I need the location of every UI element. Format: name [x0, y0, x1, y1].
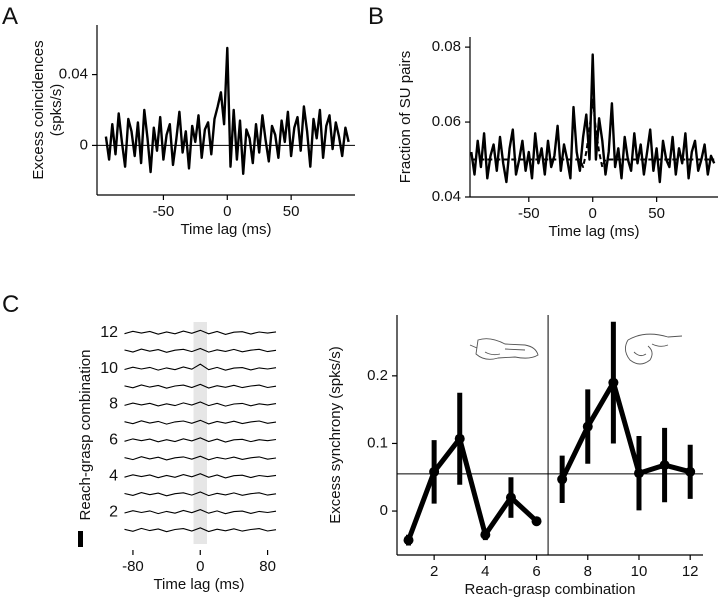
- predictor-line: [471, 98, 715, 168]
- y-axis-label: (spks/s): [48, 84, 65, 137]
- trace: [124, 363, 277, 371]
- x-tick-label: 0: [589, 205, 597, 222]
- x-tick-label: 4: [481, 563, 489, 580]
- trace: [124, 437, 277, 443]
- data-point: [633, 468, 644, 479]
- panel-label: C: [2, 291, 19, 318]
- data-line: [406, 436, 539, 541]
- hand-icon: [469, 338, 539, 360]
- shaded-window: [193, 322, 207, 544]
- trace: [124, 527, 277, 533]
- data-point: [429, 466, 440, 477]
- x-tick-label: 0: [196, 558, 204, 575]
- data-point: [531, 516, 542, 527]
- x-tick-label: 10: [631, 563, 648, 580]
- data-point: [557, 474, 568, 485]
- y-axis-label: Excess coincidences: [30, 40, 47, 179]
- y-tick-label: 2: [109, 503, 118, 520]
- y-axis-label: Reach-grasp combination: [77, 350, 94, 521]
- x-tick-label: 6: [532, 563, 540, 580]
- panel-label: B: [368, 3, 384, 30]
- y-tick-label: 12: [100, 324, 118, 341]
- x-tick-label: 50: [648, 205, 665, 222]
- y-tick-label: 0.2: [367, 367, 388, 384]
- x-tick-label: 0: [223, 203, 231, 220]
- trace: [124, 329, 277, 335]
- y-tick-label: 4: [109, 467, 118, 484]
- trace: [124, 383, 277, 389]
- data-point: [608, 377, 619, 388]
- x-tick-label: 12: [682, 563, 699, 580]
- trace: [124, 419, 277, 425]
- data-point: [454, 433, 465, 444]
- x-axis-label: Time lag (ms): [548, 223, 639, 240]
- panel-label: A: [2, 3, 18, 30]
- x-tick-label: -80: [122, 558, 144, 575]
- y-tick-label: 0.04: [59, 66, 88, 83]
- y-tick-label: 0.08: [432, 38, 461, 55]
- trace: [124, 347, 277, 353]
- y-tick-label: 6: [109, 432, 118, 449]
- y-tick-label: 0: [380, 502, 388, 519]
- data-point: [505, 492, 516, 503]
- x-tick-label: 80: [259, 558, 276, 575]
- x-axis-label: Time lag (ms): [180, 221, 271, 238]
- y-tick-label: 0.04: [432, 188, 461, 205]
- trace: [124, 473, 277, 479]
- trace: [124, 455, 277, 461]
- y-axis-label: Excess synchrony (spks/s): [327, 346, 344, 524]
- data-line: [470, 53, 716, 184]
- y-tick-label: 8: [109, 396, 118, 413]
- data-line: [104, 46, 350, 175]
- data-point: [582, 421, 593, 432]
- y-tick-label: 0: [80, 136, 88, 153]
- data-point: [480, 529, 491, 540]
- x-axis-label: Time lag (ms): [153, 576, 244, 593]
- x-tick-label: -50: [518, 205, 540, 222]
- y-tick-label: 10: [100, 360, 118, 377]
- y-tick-label: 0.06: [432, 113, 461, 130]
- trace: [124, 401, 277, 407]
- y-axis-label: Fraction of SU pairs: [397, 51, 414, 184]
- y-tick-label: 0.1: [367, 434, 388, 451]
- trace: [124, 509, 277, 515]
- data-point: [659, 460, 670, 471]
- x-tick-label: 2: [430, 563, 438, 580]
- x-tick-label: -50: [153, 203, 175, 220]
- x-tick-label: 8: [584, 563, 592, 580]
- trace: [124, 491, 277, 497]
- x-axis-label: Reach-grasp combination: [465, 581, 636, 598]
- data-point: [403, 535, 414, 546]
- data-point: [685, 466, 696, 477]
- hand-icon: [625, 333, 683, 365]
- scale-bar: [78, 531, 83, 547]
- x-tick-label: 50: [283, 203, 300, 220]
- data-line: [559, 380, 691, 481]
